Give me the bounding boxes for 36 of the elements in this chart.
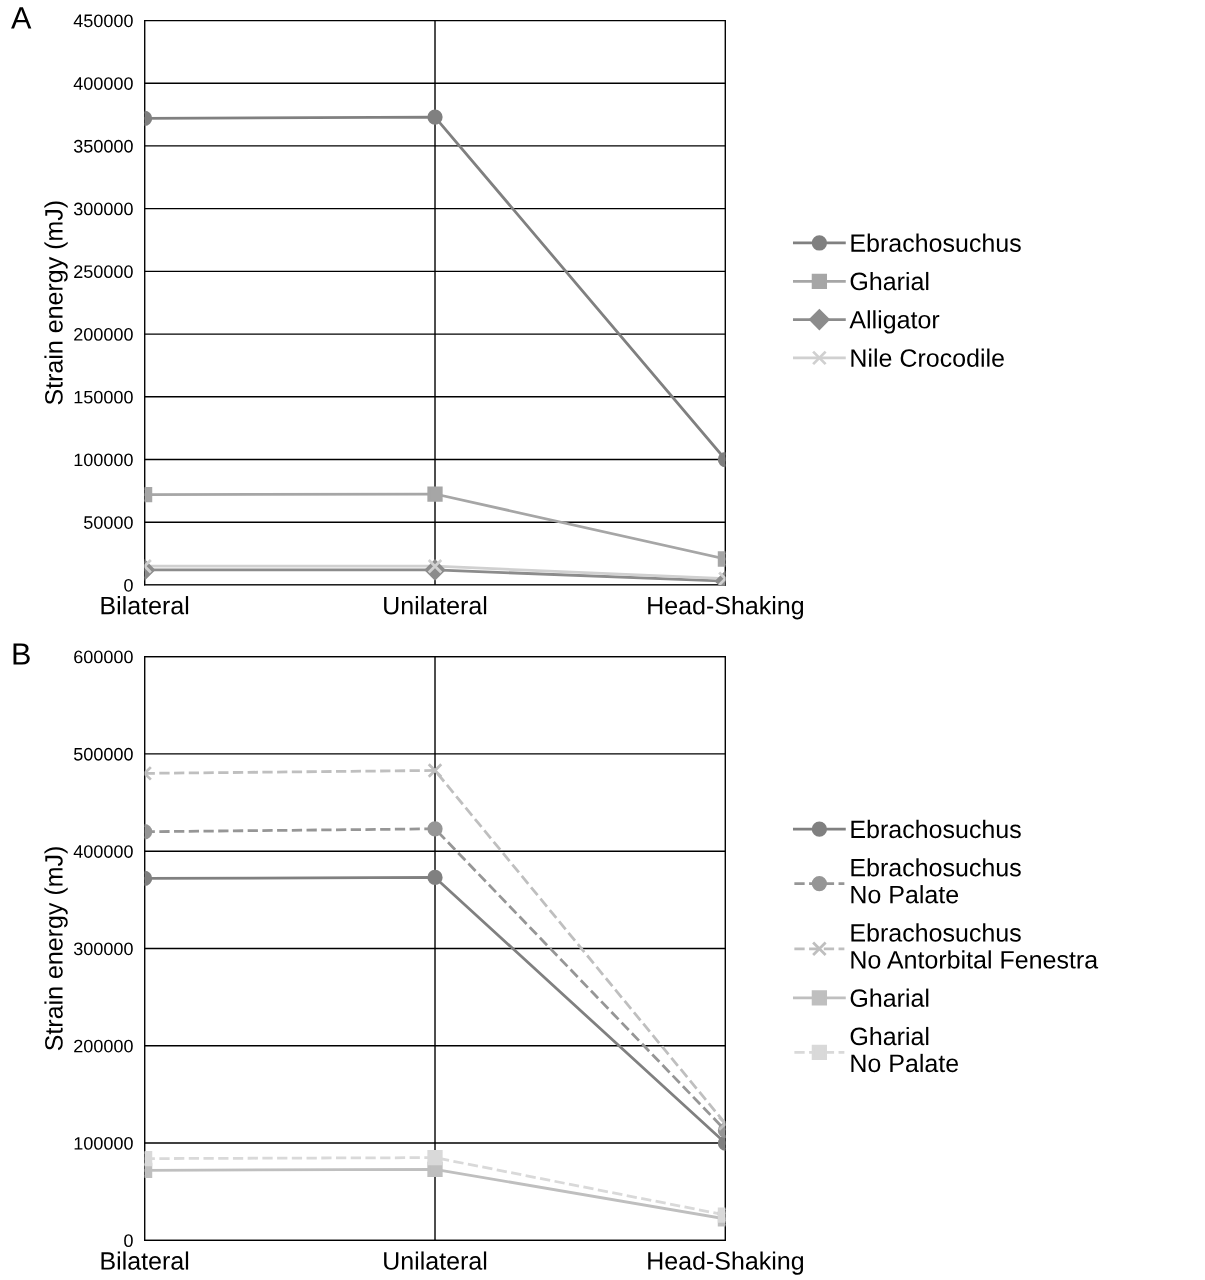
x-tick-label: Bilateral: [101, 1251, 189, 1270]
y-tick-label: 100000: [74, 1136, 133, 1150]
legend-label: Gharial No Palate: [850, 1026, 959, 1073]
y-tick-label: 300000: [73, 202, 133, 216]
x-tick-label: Unilateral: [384, 596, 487, 615]
legend-label: Ebrachosuchus: [851, 233, 1021, 252]
y-tick-label: 400000: [73, 77, 133, 90]
x-tick-label: Head-Shaking: [648, 596, 804, 620]
legend-label: Ebrachosuchus No Palate: [851, 858, 1021, 904]
y-tick-label: 150000: [74, 390, 133, 404]
y-tick-label: 100000: [74, 453, 133, 467]
y-axis-title: Strain energy (mJ): [44, 201, 68, 405]
y-tick-label: 300000: [73, 942, 133, 956]
y-tick-label: 500000: [73, 747, 133, 761]
y-tick-label: 200000: [74, 1039, 133, 1053]
y-tick-label: 0: [124, 1234, 133, 1248]
y-tick-label: 350000: [73, 139, 133, 153]
y-tick-label: 400000: [73, 845, 133, 858]
x-tick-label: Bilateral: [101, 596, 189, 615]
y-axis-title: Strain energy (mJ): [44, 847, 68, 1051]
y-tick-label: 50000: [84, 516, 133, 529]
legend-label: Alligator: [849, 310, 940, 334]
legend-label: Ebrachosuchus: [851, 819, 1021, 839]
legend-label: Gharial: [850, 271, 929, 291]
chart-title: A: [11, 7, 32, 29]
legend-label: Ebrachosuchus No Antorbital Fenestra: [851, 923, 1099, 969]
y-tick-label: 250000: [74, 265, 133, 279]
legend-label: Gharial: [850, 988, 929, 1007]
y-tick-label: 0: [124, 578, 133, 592]
y-tick-label: 450000: [73, 14, 133, 28]
y-tick-label: 200000: [74, 328, 133, 341]
legend-label: Nile Crocodile: [851, 348, 1004, 367]
x-tick-label: Unilateral: [384, 1251, 487, 1270]
chart-title: B: [13, 643, 30, 665]
x-tick-label: Head-Shaking: [648, 1251, 804, 1275]
y-tick-label: 600000: [74, 650, 133, 664]
